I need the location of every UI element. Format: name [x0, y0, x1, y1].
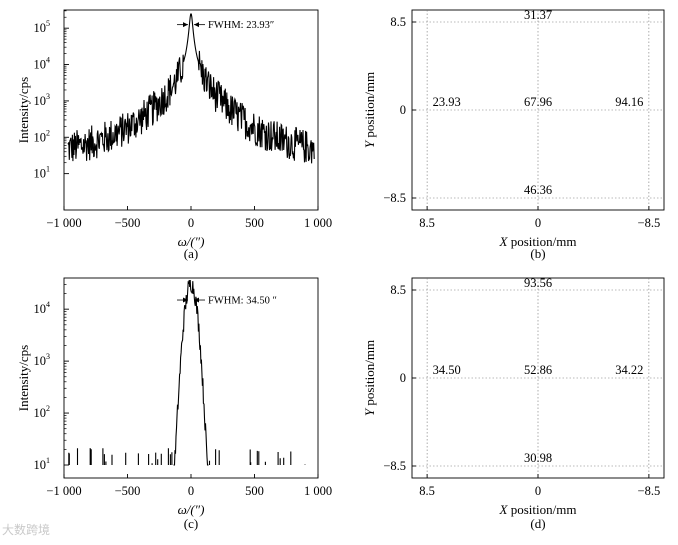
- y-tick-label: 102: [34, 404, 51, 420]
- panel-label: (a): [184, 246, 198, 261]
- panel-c: −1 000 −500 0 500 1 000 101 102 103 104 FWHM: 34.…: [16, 277, 332, 531]
- y-tick-label: 103: [34, 352, 51, 368]
- y-axis-label: Intensity/cps: [16, 345, 31, 411]
- x-axis-label: ω/(″): [178, 502, 205, 517]
- y-tick-exponent: 3: [46, 92, 50, 101]
- panel-label: (c): [184, 516, 198, 531]
- y-tick-label: 103: [34, 92, 51, 108]
- plot-frame: [63, 9, 319, 211]
- value-label: 30.98: [524, 451, 552, 465]
- value-label: 34.22: [615, 363, 643, 377]
- plot-frame: [63, 277, 319, 479]
- y-tick-exponent: 4: [46, 300, 50, 309]
- fwhm-annotation: FWHM: 23.93″: [208, 20, 274, 31]
- x-tick-label: 0: [188, 484, 194, 498]
- value-label: 52.86: [524, 363, 552, 377]
- y-tick-exponent: 5: [46, 19, 50, 28]
- y-axis-rest: position/mm: [362, 340, 377, 409]
- panel-label: (d): [530, 516, 545, 531]
- fwhm-annotation: FWHM: 34.50 ″: [208, 296, 277, 307]
- x-tick-label: 500: [245, 484, 264, 498]
- y-tick-label: 102: [34, 128, 51, 144]
- value-label: 67.96: [524, 95, 552, 109]
- y-axis-label: Y position/mm: [362, 72, 377, 148]
- x-tick-label: 8.5: [419, 216, 435, 230]
- x-tick-label: −1 000: [46, 484, 81, 498]
- x-tick-label: 1 000: [304, 484, 332, 498]
- watermark: 大数跨境: [2, 523, 51, 537]
- x-axis-rest: position/mm: [507, 502, 576, 517]
- y-tick-exponent: 1: [46, 456, 50, 465]
- value-label: 94.16: [615, 95, 643, 109]
- panel-b: 8.5 0 −8.5 8.5 0 −8.5 31.37 23.93 67.96 94.16 46.3…: [362, 8, 665, 261]
- x-axis-var: X: [499, 234, 509, 249]
- x-tick-label: −1 000: [46, 216, 81, 230]
- y-tick-exponent: 3: [46, 352, 50, 361]
- x-tick-label: 0: [188, 216, 194, 230]
- y-tick-label: 105: [34, 19, 51, 35]
- y-tick-exponent: 2: [46, 128, 50, 137]
- x-axis-label: ω/(″): [178, 234, 205, 249]
- panel-a: −1 000 −500 0 500 1 000 101 102 103 104 105 FWHM: …: [16, 9, 332, 261]
- x-axis-label: X position/mm: [499, 234, 577, 249]
- rocking-curve: [67, 13, 315, 164]
- rocking-curve: [68, 279, 306, 466]
- y-tick-label: 0: [400, 103, 406, 117]
- x-tick-label: 0: [535, 216, 541, 230]
- fwhm-arrowhead-left: [183, 22, 188, 28]
- x-tick-label: 500: [245, 216, 264, 230]
- y-axis-var: Y: [362, 139, 377, 148]
- y-tick-label: −8.5: [383, 459, 406, 473]
- x-axis-label: X position/mm: [499, 502, 577, 517]
- y-axis-var: Y: [362, 407, 377, 416]
- value-label: 93.56: [524, 276, 552, 290]
- value-label: 34.50: [433, 363, 461, 377]
- y-tick-label: 8.5: [390, 15, 406, 29]
- value-label: 46.36: [524, 183, 552, 197]
- y-tick-exponent: 4: [46, 56, 50, 65]
- x-tick-label: −8.5: [638, 484, 661, 498]
- x-axis-rest: position/mm: [507, 234, 576, 249]
- x-tick-label: −500: [115, 484, 141, 498]
- x-tick-label: 0: [535, 484, 541, 498]
- y-tick-exponent: 2: [46, 404, 50, 413]
- value-label: 31.37: [524, 8, 552, 22]
- fwhm-arrowhead-left: [183, 297, 188, 303]
- y-tick-label: 104: [34, 56, 51, 72]
- x-tick-label: −8.5: [638, 216, 661, 230]
- x-tick-label: −500: [115, 216, 141, 230]
- y-tick-label: 104: [34, 300, 51, 316]
- x-axis-var: X: [499, 502, 509, 517]
- fwhm-arrowhead-right: [194, 22, 199, 28]
- y-tick-label: −8.5: [383, 191, 406, 205]
- x-tick-label: 1 000: [304, 216, 332, 230]
- fwhm-arrowhead-right: [194, 297, 199, 303]
- x-tick-label: 8.5: [419, 484, 435, 498]
- y-tick-exponent: 1: [46, 165, 50, 174]
- panel-label: (b): [530, 246, 545, 261]
- y-tick-label: 0: [400, 371, 406, 385]
- y-tick-label: 101: [34, 456, 51, 472]
- y-tick-label: 101: [34, 165, 51, 181]
- y-tick-label: 8.5: [390, 283, 406, 297]
- panel-d: 8.5 0 −8.5 8.5 0 −8.5 93.56 34.50 52.86 34.22 30.9…: [362, 276, 665, 531]
- y-axis-label: Y position/mm: [362, 340, 377, 416]
- value-label: 23.93: [433, 95, 461, 109]
- y-axis-label: Intensity/cps: [16, 77, 31, 143]
- y-axis-rest: position/mm: [362, 72, 377, 141]
